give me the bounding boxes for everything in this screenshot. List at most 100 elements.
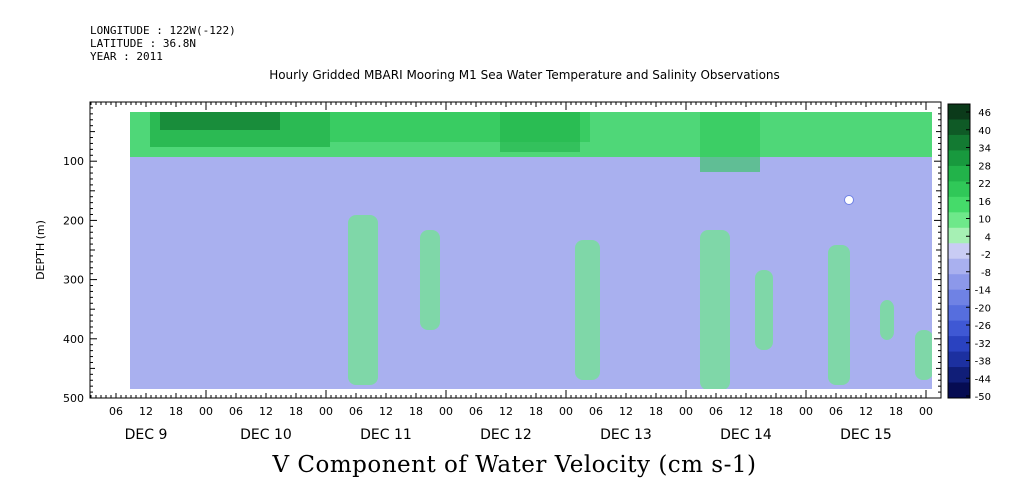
x-hour-label: 00: [319, 405, 333, 418]
x-hour-label: 12: [259, 405, 273, 418]
x-hour-label: 12: [859, 405, 873, 418]
colorbar-label: -14: [975, 286, 991, 297]
positive-streak: [828, 245, 850, 385]
positive-velocity-region: [130, 112, 932, 389]
colorbar-label: -20: [975, 303, 991, 314]
x-hour-label: 00: [199, 405, 213, 418]
colorbar-label: -32: [975, 339, 991, 350]
y-tick-label: 100: [63, 155, 84, 168]
colorbar-swatch: [948, 150, 970, 167]
colorbar-swatch: [948, 258, 970, 275]
x-hour-label: 18: [529, 405, 543, 418]
x-hour-label: 00: [679, 405, 693, 418]
x-hour-label: 18: [169, 405, 183, 418]
surface-band: [500, 112, 580, 152]
x-hour-label: 06: [589, 405, 603, 418]
colorbar-swatch: [948, 320, 970, 337]
colorbar-label: 28: [978, 161, 991, 172]
x-hour-label: 18: [649, 405, 663, 418]
colorbar-swatch: [948, 336, 970, 353]
x-hour-label: 06: [229, 405, 243, 418]
year-label: YEAR : 2011: [90, 50, 163, 63]
y-axis-label: DEPTH (m): [34, 220, 47, 280]
x-hour-label: 00: [799, 405, 813, 418]
x-day-label: DEC 15: [840, 427, 892, 443]
colorbar-label: 40: [978, 126, 991, 137]
colorbar-label: 10: [978, 215, 991, 226]
x-day-label: DEC 11: [360, 427, 412, 443]
x-hour-label: 00: [919, 405, 933, 418]
longitude-label: LONGITUDE : 122W(-122): [90, 24, 236, 37]
y-tick-label: 300: [63, 274, 84, 287]
colorbar-label: 34: [978, 144, 991, 155]
plot-axes: 100 200 300 400 500 DEPTH (m) 06 12 18 00 06 12 18 00…: [34, 101, 942, 443]
colorbar-label: -44: [975, 374, 991, 385]
surface-band: [160, 112, 280, 130]
positive-streak: [915, 330, 932, 380]
colorbar-swatch: [948, 165, 970, 182]
x-hour-label: 00: [559, 405, 573, 418]
x-hour-label: 06: [829, 405, 843, 418]
surface-band: [700, 112, 760, 172]
colorbar-label: -8: [981, 268, 991, 279]
positive-streak: [700, 230, 730, 389]
colorbar-swatch: [948, 119, 970, 136]
x-hour-label: 18: [289, 405, 303, 418]
chart-title: Hourly Gridded MBARI Mooring M1 Sea Wate…: [269, 68, 780, 82]
colorbar-swatch: [948, 382, 970, 399]
colorbar-swatch: [948, 367, 970, 384]
x-day-label: DEC 10: [240, 427, 292, 443]
colorbar-label: -38: [975, 357, 991, 368]
x-hour-label: 12: [619, 405, 633, 418]
colorbar-swatch: [948, 289, 970, 306]
bottom-axis-title: V Component of Water Velocity (cm s-1): [272, 452, 757, 478]
missing-data-dot: [844, 195, 854, 205]
x-hour-label: 06: [349, 405, 363, 418]
x-day-label: DEC 9: [125, 427, 168, 443]
x-day-label: DEC 14: [720, 427, 772, 443]
colorbar-swatch: [948, 181, 970, 198]
colorbar-label: 22: [978, 179, 991, 190]
colorbar-label: 46: [978, 108, 991, 119]
x-hour-label: 12: [379, 405, 393, 418]
colorbar-label: -26: [975, 321, 991, 332]
colorbar-frame: [947, 103, 971, 399]
x-hour-label: 06: [709, 405, 723, 418]
x-hour-label: 18: [769, 405, 783, 418]
colorbar: 46 40 34 28 22 16 10 4 -2 -8 -14 -20 -26 -32 -38 -44 -50: [947, 103, 991, 403]
x-hour-label: 12: [139, 405, 153, 418]
x-hour-label: 18: [409, 405, 423, 418]
x-hour-label: 00: [439, 405, 453, 418]
colorbar-label: -50: [975, 392, 991, 403]
positive-streak: [880, 300, 894, 340]
latitude-label: LATITUDE : 36.8N: [90, 37, 196, 50]
colorbar-label: -2: [981, 250, 991, 261]
heatmap-field: [130, 112, 932, 389]
colorbar-swatch: [948, 227, 970, 244]
colorbar-swatch: [948, 305, 970, 322]
positive-streak: [575, 240, 600, 380]
positive-streak: [755, 270, 773, 350]
x-hour-label: 12: [499, 405, 513, 418]
x-hour-label: 12: [739, 405, 753, 418]
x-hour-label: 06: [469, 405, 483, 418]
colorbar-swatch: [948, 196, 970, 213]
colorbar-swatch: [948, 134, 970, 151]
positive-streak: [348, 215, 378, 385]
colorbar-swatch: [948, 243, 970, 260]
y-tick-label: 500: [63, 392, 84, 405]
x-hour-label: 18: [889, 405, 903, 418]
x-day-label: DEC 13: [600, 427, 652, 443]
colorbar-label: 4: [985, 232, 991, 243]
x-hour-label: 06: [109, 405, 123, 418]
colorbar-swatch: [948, 274, 970, 291]
colorbar-swatch: [948, 351, 970, 368]
y-tick-label: 400: [63, 333, 84, 346]
colorbar-swatch: [948, 104, 970, 120]
y-tick-label: 200: [63, 214, 84, 227]
colorbar-swatch: [948, 212, 970, 229]
positive-streak: [420, 230, 440, 330]
x-day-label: DEC 12: [480, 427, 532, 443]
colorbar-label: 16: [978, 197, 991, 208]
